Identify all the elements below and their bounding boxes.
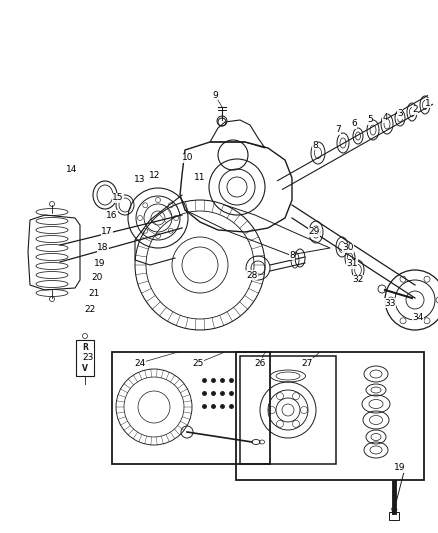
Text: 8: 8 (312, 141, 318, 149)
Text: 30: 30 (342, 244, 354, 253)
Text: 12: 12 (149, 171, 161, 180)
Text: 22: 22 (85, 305, 95, 314)
Circle shape (378, 285, 386, 293)
Bar (236, 352, 424, 480)
Bar (240, 356, 336, 464)
Text: 10: 10 (182, 154, 194, 163)
Text: 29: 29 (308, 228, 320, 237)
Text: 4: 4 (382, 114, 388, 123)
Bar (389, 512, 399, 520)
Text: 31: 31 (346, 260, 358, 269)
Text: 8: 8 (289, 251, 295, 260)
Text: 33: 33 (384, 298, 396, 308)
Text: 27: 27 (301, 359, 313, 367)
Text: 32: 32 (352, 276, 364, 285)
Text: 19: 19 (394, 464, 406, 472)
Text: 6: 6 (351, 119, 357, 128)
Text: 1: 1 (425, 99, 431, 108)
Text: 17: 17 (101, 228, 113, 237)
Text: 20: 20 (91, 273, 102, 282)
Text: 15: 15 (112, 193, 124, 203)
Text: 9: 9 (212, 91, 218, 100)
Text: 34: 34 (412, 313, 424, 322)
Text: 7: 7 (335, 125, 341, 134)
Text: 21: 21 (88, 289, 100, 298)
Text: 5: 5 (367, 116, 373, 125)
Text: 16: 16 (106, 211, 118, 220)
Text: 13: 13 (134, 175, 146, 184)
Text: 26: 26 (254, 359, 266, 367)
Bar (112, 352, 270, 464)
Text: 2: 2 (412, 106, 418, 115)
Text: 3: 3 (397, 109, 403, 118)
Text: 14: 14 (66, 166, 78, 174)
Text: 25: 25 (192, 359, 204, 367)
Text: R
T
V: R T V (82, 343, 88, 373)
Text: 11: 11 (194, 174, 206, 182)
Text: 23: 23 (82, 353, 94, 362)
Text: 19: 19 (94, 259, 106, 268)
Text: 28: 28 (246, 271, 258, 279)
Text: 18: 18 (97, 244, 109, 253)
Text: 24: 24 (134, 359, 145, 367)
